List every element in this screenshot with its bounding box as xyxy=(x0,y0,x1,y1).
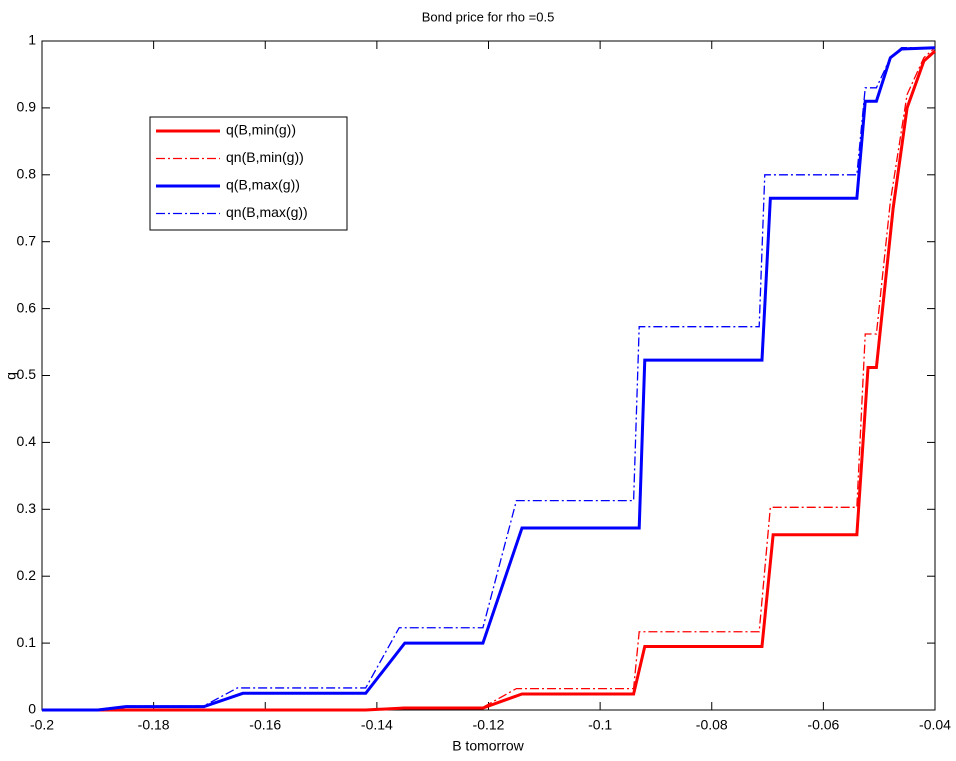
y-tick-label: 0 xyxy=(28,701,36,717)
series-line xyxy=(42,47,936,711)
y-tick-label: 0.7 xyxy=(17,232,37,248)
legend-label: q(B,min(g)) xyxy=(226,122,296,138)
y-tick-label: 0.9 xyxy=(17,99,37,115)
y-axis-label: q xyxy=(3,372,19,380)
y-tick-label: 0.4 xyxy=(17,433,37,449)
y-tick-label: 0.8 xyxy=(17,166,37,182)
legend-box xyxy=(149,116,348,231)
x-tick-label: -0.16 xyxy=(249,717,281,733)
series-line xyxy=(42,47,935,711)
series-line xyxy=(42,49,937,712)
y-tick-label: 0.5 xyxy=(17,366,37,382)
x-tick-label: -0.12 xyxy=(473,717,505,733)
y-tick-label: 1 xyxy=(28,32,36,48)
x-axis-label: B tomorrow xyxy=(452,738,524,754)
y-tick-label: 0.1 xyxy=(17,634,37,650)
y-tick-label: 0.2 xyxy=(17,567,37,583)
plot-frame xyxy=(41,40,936,711)
legend: q(B,min(g)) qn(B,min(g)) q(B,max(g)) qn(B,m… xyxy=(149,116,348,231)
y-tick-label: 0.3 xyxy=(17,500,37,516)
y-tick-label: 0.6 xyxy=(17,299,37,315)
legend-label: qn(B,min(g)) xyxy=(226,149,304,165)
x-tick-label: -0.14 xyxy=(361,717,393,733)
legend-label: qn(B,max(g)) xyxy=(226,204,308,220)
series-line xyxy=(42,46,936,712)
x-tick-label: -0.08 xyxy=(696,717,728,733)
chart-title: Bond price for rho =0.5 xyxy=(422,9,555,24)
x-tick-label: -0.1 xyxy=(588,717,612,733)
x-tick-label: -0.04 xyxy=(919,717,951,733)
x-tick-label: -0.2 xyxy=(30,717,54,733)
legend-label: q(B,max(g)) xyxy=(226,177,300,193)
x-tick-label: -0.18 xyxy=(138,717,170,733)
x-tick-label: -0.06 xyxy=(807,717,839,733)
